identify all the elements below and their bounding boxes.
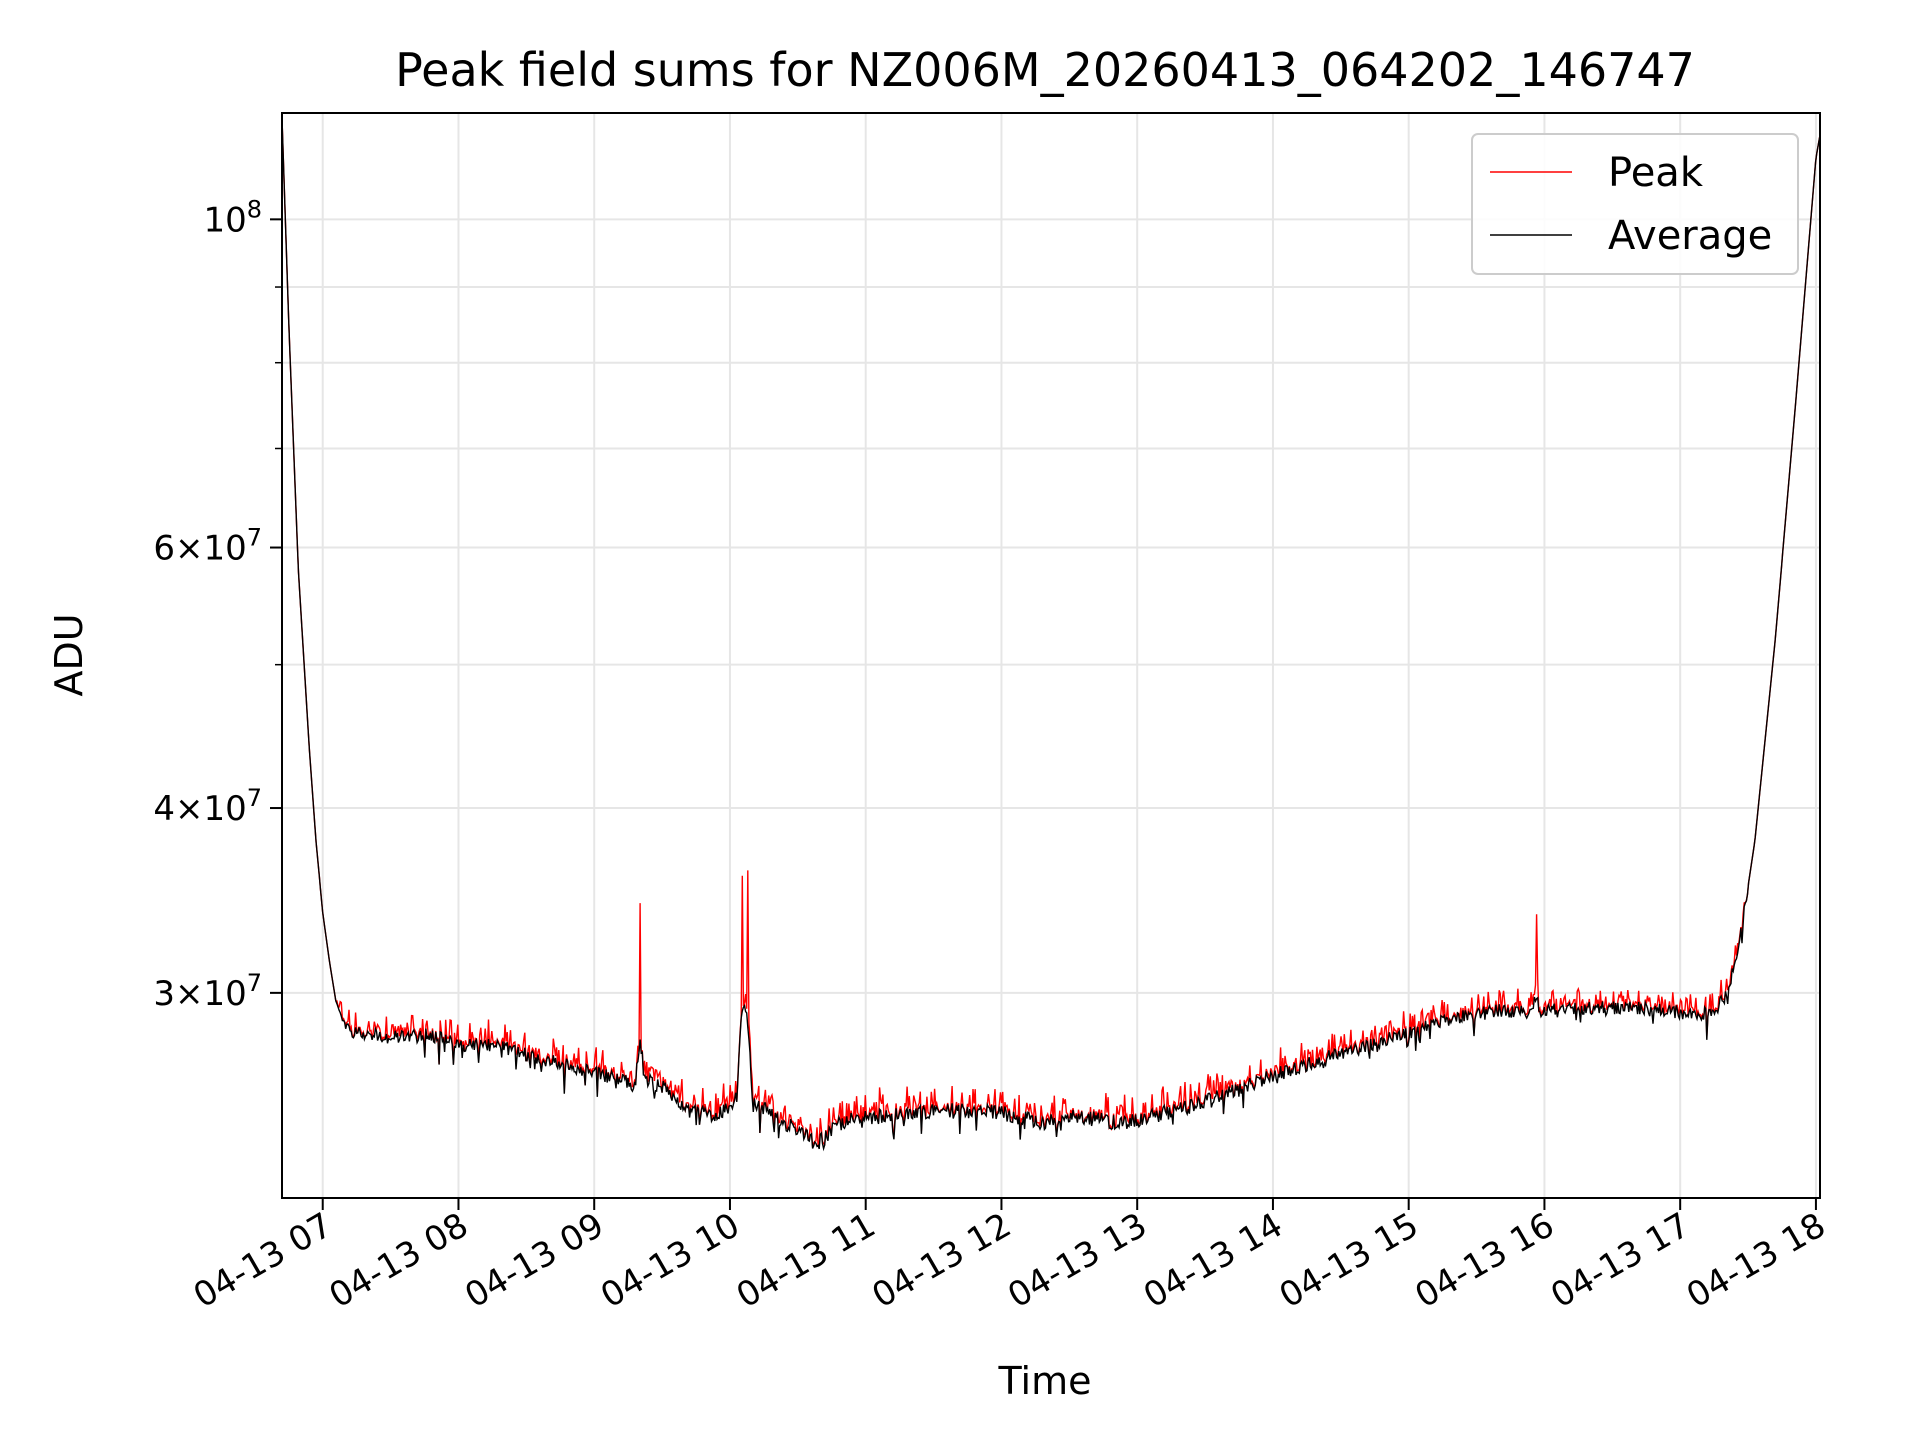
legend-label-average: Average	[1608, 213, 1772, 259]
y-tick-label: 6×107	[153, 524, 262, 569]
y-axis-title: ADU	[47, 613, 91, 696]
series-line-average	[281, 118, 1821, 1152]
legend-box	[1471, 133, 1799, 275]
y-tick-label: 3×107	[153, 969, 262, 1014]
y-tick-label: 4×107	[153, 784, 262, 829]
series-line-peak	[281, 118, 1821, 1147]
legend-label-peak: Peak	[1608, 150, 1704, 196]
series-layer	[281, 118, 1821, 1152]
plot-frame	[281, 112, 1821, 1199]
legend: Peak Average	[1471, 133, 1799, 275]
chart-title: Peak field sums for NZ006M_20260413_0642…	[395, 43, 1695, 97]
x-axis-title: Time	[998, 1359, 1092, 1403]
y-tick-label: 108	[203, 195, 262, 240]
